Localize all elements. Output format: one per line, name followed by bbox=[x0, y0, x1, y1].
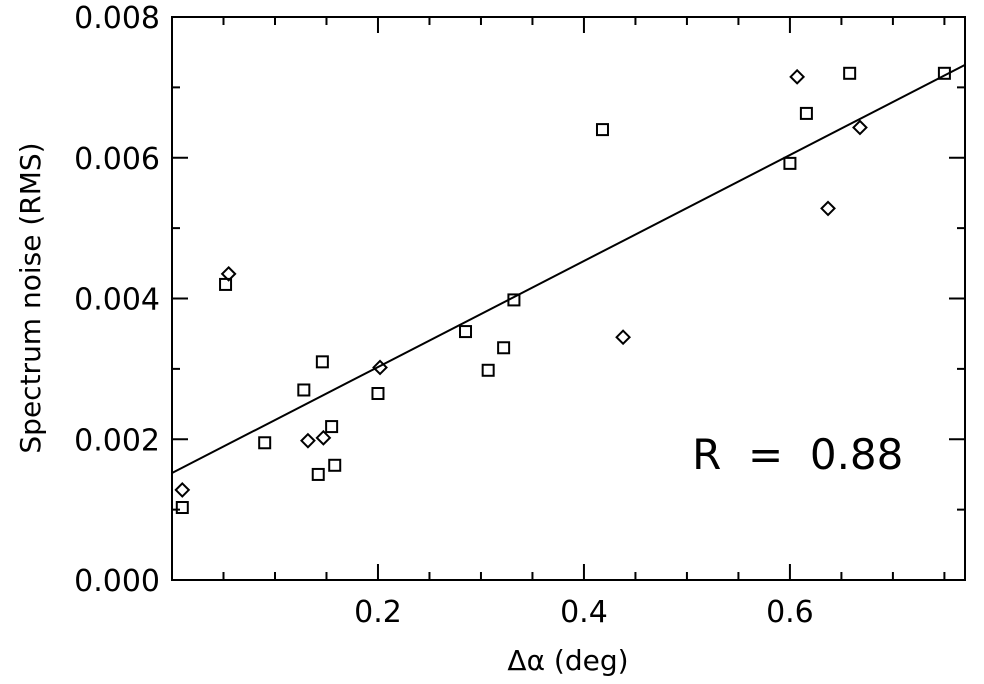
square-marker bbox=[175, 501, 189, 515]
square-marker bbox=[219, 277, 233, 291]
square-marker bbox=[507, 293, 521, 307]
diamond-marker bbox=[220, 265, 237, 282]
y-tick-label: 0.004 bbox=[74, 283, 160, 318]
diamond-marker bbox=[615, 329, 631, 346]
data-points bbox=[174, 66, 951, 515]
plot-frame bbox=[171, 16, 966, 581]
square-marker bbox=[481, 363, 495, 377]
axis-ticks bbox=[172, 16, 965, 581]
diamond-marker bbox=[852, 119, 868, 136]
diamond-marker bbox=[174, 482, 191, 498]
square-marker bbox=[799, 106, 813, 120]
square-marker bbox=[497, 341, 511, 355]
square-marker bbox=[311, 467, 325, 481]
diamond-marker bbox=[372, 359, 388, 376]
y-tick-label: 0.008 bbox=[74, 1, 160, 36]
square-marker bbox=[315, 355, 329, 369]
square-marker bbox=[297, 383, 311, 397]
square-marker bbox=[783, 156, 797, 170]
square-marker bbox=[937, 66, 951, 80]
diamond-marker bbox=[315, 429, 332, 446]
square-marker bbox=[371, 387, 385, 401]
square-marker bbox=[328, 458, 342, 472]
square-marker bbox=[595, 123, 609, 137]
x-tick-label: 0.4 bbox=[560, 595, 608, 630]
fit-line bbox=[171, 63, 966, 474]
x-axis-label: Δα (deg) bbox=[507, 644, 628, 677]
diamond-marker bbox=[820, 200, 836, 217]
x-tick-label: 0.2 bbox=[354, 595, 402, 630]
correlation-annotation: R = 0.88 bbox=[692, 430, 903, 479]
y-tick-label: 0.002 bbox=[74, 423, 160, 458]
square-marker bbox=[459, 325, 473, 339]
y-axis-label: Spectrum noise (RMS) bbox=[14, 142, 47, 453]
y-tick-label: 0.006 bbox=[74, 142, 160, 177]
annotations: R = 0.88 bbox=[692, 430, 903, 479]
tick-labels: 0.2 0.4 0.6 0.000 0.002 0.004 0.006 0.008 bbox=[74, 1, 814, 630]
y-tick-label: 0.000 bbox=[74, 564, 160, 599]
diamond-marker bbox=[300, 432, 316, 449]
x-tick-label: 0.6 bbox=[766, 595, 814, 630]
square-marker bbox=[325, 420, 339, 434]
square-marker bbox=[258, 436, 272, 450]
diamond-marker bbox=[789, 68, 806, 85]
square-marker bbox=[843, 66, 857, 80]
